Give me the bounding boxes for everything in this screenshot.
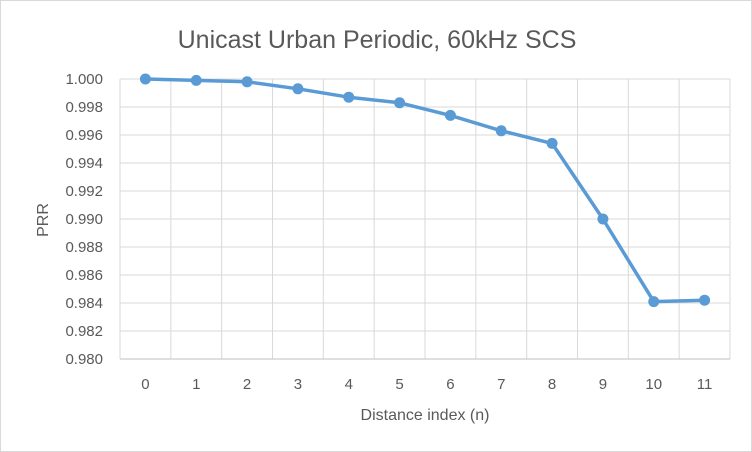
x-tick-label: 9 xyxy=(599,376,607,393)
x-tick-label: 7 xyxy=(497,376,505,393)
y-tick-label: 0.990 xyxy=(65,211,103,228)
y-tick-label: 0.986 xyxy=(65,267,103,284)
data-point-8 xyxy=(546,137,558,149)
x-tick-label: 11 xyxy=(697,376,713,393)
chart-title: Unicast Urban Periodic, 60kHz SCS xyxy=(178,26,577,54)
y-tick-label: 0.994 xyxy=(65,155,103,172)
y-tick-label: 0.992 xyxy=(65,183,103,200)
data-point-6 xyxy=(444,109,456,121)
x-tick-label: 1 xyxy=(192,376,200,393)
data-point-3 xyxy=(292,83,304,95)
data-point-9 xyxy=(597,213,609,225)
data-point-11 xyxy=(699,294,711,306)
data-point-7 xyxy=(495,125,507,137)
y-tick-label: 0.998 xyxy=(65,99,103,116)
gridlines xyxy=(119,78,731,359)
x-tick-labels: 0 1 2 3 4 5 6 7 8 9 10 11 xyxy=(141,376,712,393)
y-tick-label: 0.984 xyxy=(65,295,103,312)
x-tick-label: 8 xyxy=(548,376,556,393)
y-tick-label: 1.000 xyxy=(65,71,103,88)
y-tick-label: 0.996 xyxy=(65,127,103,144)
data-point-5 xyxy=(394,97,406,109)
data-point-2 xyxy=(241,76,253,88)
x-tick-label: 0 xyxy=(141,376,149,393)
series-line-0 xyxy=(143,77,707,304)
x-tick-label: 5 xyxy=(395,376,403,393)
data-point-0 xyxy=(139,73,151,85)
y-axis-title: PRR xyxy=(35,203,52,237)
data-series xyxy=(139,73,711,308)
y-tick-labels: 0.980 0.982 0.984 0.986 0.988 0.990 0.992 0.994… xyxy=(65,71,103,368)
data-point-10 xyxy=(648,296,660,308)
y-tick-label: 0.982 xyxy=(65,323,103,340)
x-tick-label: 4 xyxy=(345,376,353,393)
x-tick-label: 10 xyxy=(645,376,662,393)
x-tick-label: 2 xyxy=(243,376,251,393)
x-tick-label: 6 xyxy=(446,376,454,393)
x-tick-label: 3 xyxy=(294,376,302,393)
y-tick-label: 0.988 xyxy=(65,239,103,256)
y-tick-label: 0.980 xyxy=(65,351,103,368)
data-point-4 xyxy=(343,91,355,103)
x-axis-title: Distance index (n) xyxy=(361,407,490,424)
data-point-1 xyxy=(190,74,202,86)
